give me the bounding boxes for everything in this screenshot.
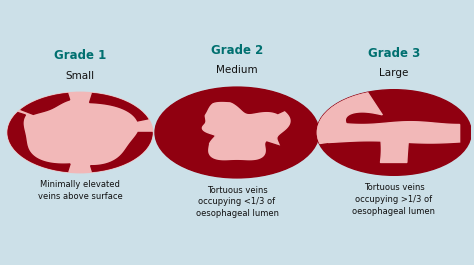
Polygon shape bbox=[20, 93, 70, 114]
Polygon shape bbox=[90, 93, 148, 121]
Text: Tortuous veins
occupying >1/3 of
oesophageal lumen: Tortuous veins occupying >1/3 of oesopha… bbox=[353, 183, 436, 216]
Text: Grade 1: Grade 1 bbox=[54, 50, 106, 63]
Text: Grade 2: Grade 2 bbox=[211, 44, 263, 57]
Polygon shape bbox=[317, 92, 382, 144]
Polygon shape bbox=[380, 132, 409, 162]
Circle shape bbox=[155, 87, 319, 178]
Circle shape bbox=[8, 92, 153, 173]
Text: Small: Small bbox=[65, 70, 95, 81]
Text: Medium: Medium bbox=[216, 65, 258, 76]
Polygon shape bbox=[202, 101, 290, 171]
Circle shape bbox=[317, 90, 471, 175]
Text: Grade 3: Grade 3 bbox=[368, 47, 420, 60]
Polygon shape bbox=[91, 132, 153, 172]
Text: Minimally elevated
veins above surface: Minimally elevated veins above surface bbox=[38, 180, 122, 201]
Polygon shape bbox=[328, 122, 460, 143]
Text: Large: Large bbox=[379, 68, 409, 78]
Polygon shape bbox=[170, 142, 308, 178]
Polygon shape bbox=[170, 87, 300, 118]
Text: Tortuous veins
occupying <1/3 of
oesophageal lumen: Tortuous veins occupying <1/3 of oesopha… bbox=[195, 186, 279, 218]
Polygon shape bbox=[8, 112, 70, 172]
